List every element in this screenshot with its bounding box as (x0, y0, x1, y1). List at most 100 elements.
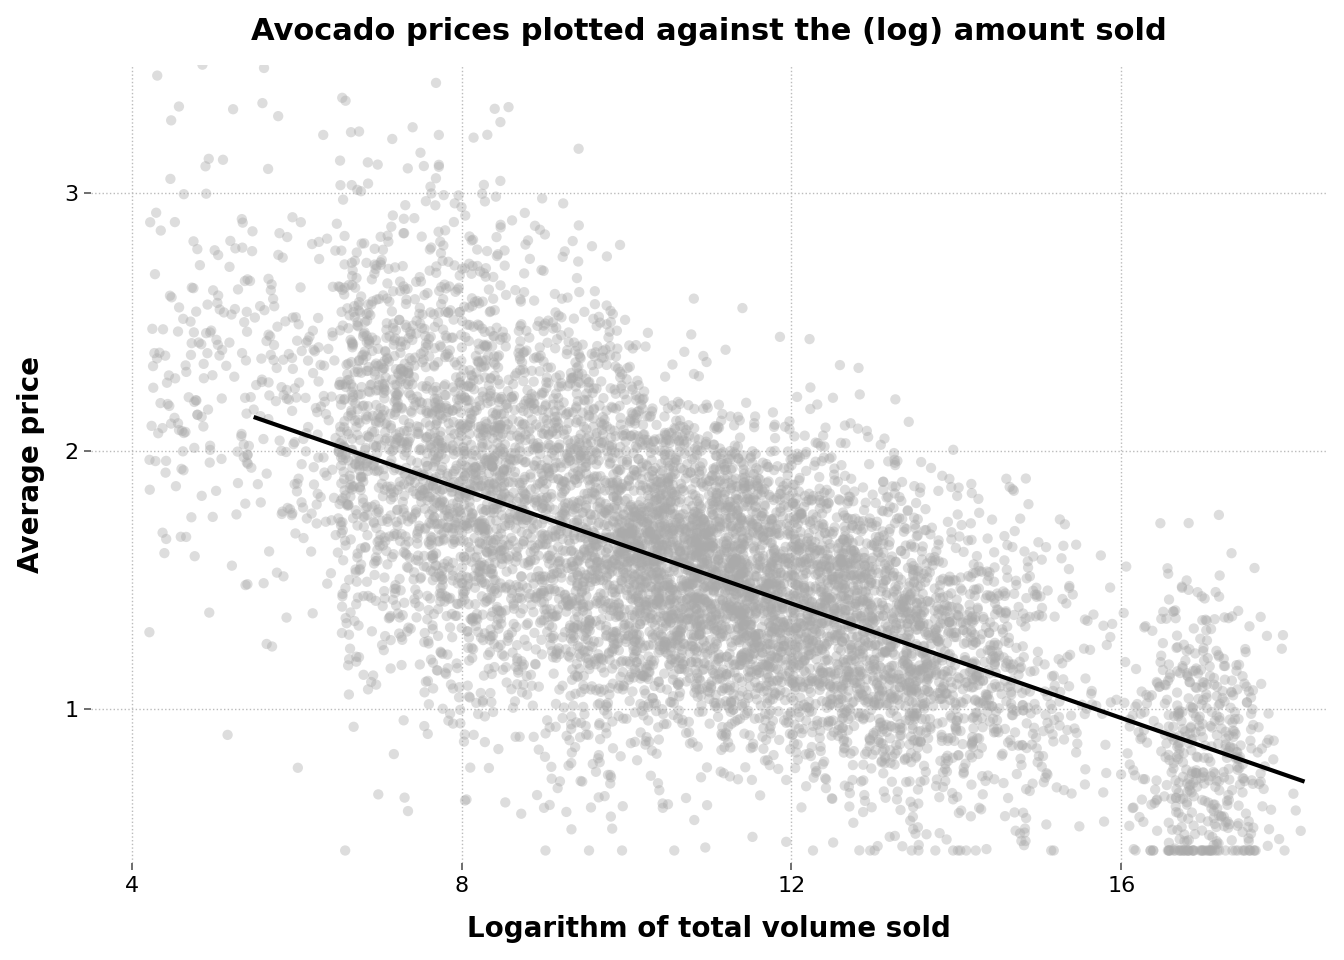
Point (818, 552, 840, 567)
Point (144, 267, 165, 282)
Point (957, 679, 978, 694)
Point (696, 638, 718, 654)
Point (742, 581, 763, 596)
Point (482, 497, 504, 513)
Point (818, 524, 840, 540)
Point (966, 602, 988, 617)
Point (902, 562, 923, 577)
Point (473, 424, 495, 440)
Point (657, 516, 679, 531)
Point (430, 424, 452, 440)
Point (981, 512, 1003, 527)
Point (637, 553, 659, 568)
Point (659, 564, 680, 580)
Point (508, 414, 530, 429)
Point (469, 318, 491, 333)
Point (724, 498, 746, 514)
Point (362, 457, 383, 472)
Point (765, 430, 786, 445)
Point (536, 380, 558, 396)
Point (878, 670, 899, 685)
Point (1071, 697, 1093, 712)
Point (910, 724, 931, 739)
Point (1136, 735, 1157, 751)
Point (821, 610, 843, 625)
Point (418, 478, 439, 493)
Point (743, 611, 765, 626)
Point (891, 671, 913, 686)
Point (1142, 843, 1164, 858)
Point (477, 647, 499, 662)
Point (703, 621, 724, 636)
Point (677, 493, 699, 509)
Point (774, 617, 796, 633)
Point (590, 542, 612, 558)
Point (538, 582, 559, 597)
Point (738, 559, 759, 574)
Point (1020, 664, 1042, 680)
Point (423, 434, 445, 449)
Point (406, 275, 427, 290)
Point (664, 636, 685, 651)
Point (720, 695, 742, 710)
Point (1243, 843, 1265, 858)
Point (716, 576, 738, 591)
Point (672, 620, 694, 636)
Point (814, 542, 836, 558)
Point (700, 642, 722, 658)
Point (606, 526, 628, 541)
Point (375, 629, 396, 644)
Point (886, 602, 907, 617)
Point (519, 396, 540, 411)
Point (792, 567, 813, 583)
Point (454, 488, 476, 503)
Point (1177, 811, 1199, 827)
Point (609, 557, 630, 572)
Point (258, 327, 280, 343)
Point (899, 737, 921, 753)
Point (684, 610, 706, 625)
Point (915, 827, 937, 842)
Point (1015, 682, 1036, 697)
Point (1211, 721, 1232, 736)
Point (895, 677, 917, 692)
Point (805, 543, 827, 559)
Point (633, 573, 655, 588)
Point (558, 495, 579, 511)
Point (341, 255, 363, 271)
Point (1051, 551, 1073, 566)
Point (583, 444, 605, 459)
Point (718, 564, 739, 579)
Point (558, 533, 579, 548)
Point (344, 309, 366, 324)
Point (1199, 843, 1220, 858)
Point (539, 617, 560, 633)
Point (610, 542, 632, 558)
Point (1048, 718, 1070, 733)
Point (953, 766, 974, 781)
Point (556, 525, 578, 540)
Point (788, 615, 809, 631)
Point (650, 567, 672, 583)
Point (852, 646, 874, 661)
Point (306, 497, 328, 513)
Point (835, 582, 856, 597)
Point (814, 525, 836, 540)
Point (618, 576, 640, 591)
Point (871, 754, 892, 769)
Point (751, 505, 773, 520)
Point (585, 564, 606, 579)
Point (481, 458, 503, 473)
Point (648, 610, 669, 625)
Point (965, 610, 986, 625)
Point (660, 520, 681, 536)
Point (1172, 755, 1193, 770)
Point (638, 664, 660, 680)
Point (823, 573, 844, 588)
Point (750, 509, 771, 524)
Point (534, 602, 555, 617)
Point (793, 593, 814, 609)
Point (655, 593, 676, 609)
Point (664, 623, 685, 638)
Point (679, 725, 700, 740)
